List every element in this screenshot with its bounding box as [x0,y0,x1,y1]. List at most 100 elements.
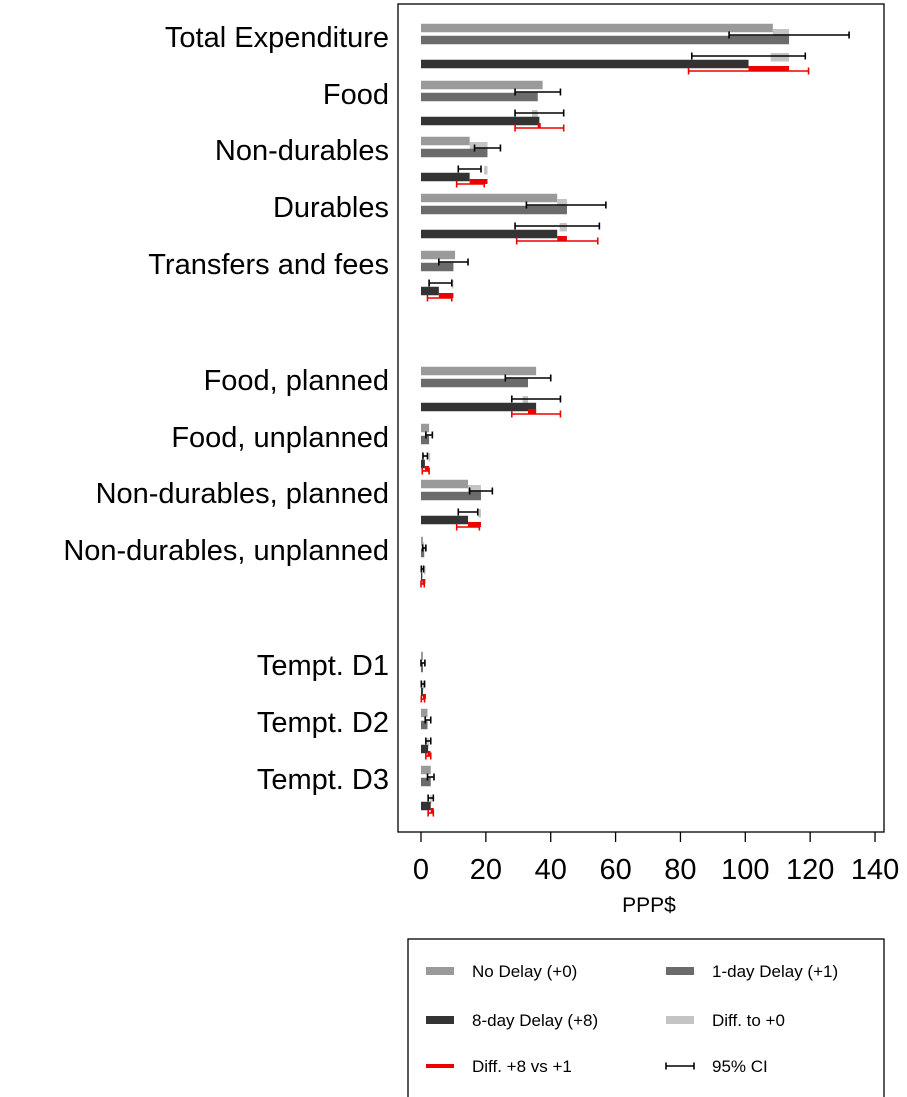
ci-eight-day [514,109,565,117]
bar-no-delay [421,80,543,90]
ci-diff-8-vs-1 [687,67,810,75]
category-label: Tempt. D3 [257,764,389,796]
ci-one-day [728,31,850,39]
bar-eight-day [421,459,425,469]
ci-eight-day [690,52,807,60]
legend-frame [407,938,885,1097]
bar-one-day [421,205,567,215]
x-tick-label: 40 [535,854,567,886]
bar-no-delay [421,765,431,775]
legend-label: Diff. +8 vs +1 [472,1057,572,1076]
x-tick-label: 120 [786,854,834,886]
bar-eight-day [421,172,470,182]
bar-diff-to-0-8day [522,396,529,405]
bar-no-delay [421,536,423,546]
bar-diff-to-0 [468,485,481,494]
x-axis-title: PPP$ [622,894,676,917]
ci-diff-8-vs-1 [420,695,426,703]
ci-diff-8-vs-1 [455,180,486,188]
ci-one-day [473,144,502,152]
legend-swatch [666,967,694,975]
x-tick-label: 100 [721,854,769,886]
ci-eight-day [457,508,479,516]
bar-one-day [421,435,430,445]
ci-one-day [514,88,562,96]
bar-diff-to-0 [557,199,567,208]
legend-item: Diff. +8 vs +1 [426,1057,572,1076]
bar-diff-to-0-8day [559,223,567,232]
ci-eight-day [514,222,601,230]
bar-eight-day [421,687,423,697]
ci-eight-day [511,395,562,403]
ci-one-day [420,659,426,667]
ci-one-day [421,544,427,552]
category-label: Tempt. D2 [257,707,389,739]
ci-eight-day [427,794,435,802]
legend-swatch [666,1016,694,1024]
plot-frame [397,3,885,833]
ci-diff-8-vs-1 [420,580,426,588]
bar-diff-8-vs-1 [557,236,567,241]
bar-eight-day [421,59,749,69]
category-label: Total Expenditure [165,22,389,54]
bar-no-delay [421,366,537,376]
legend-item: 1-day Delay (+1) [666,962,838,981]
bar-eight-day [421,229,558,239]
bar-diff-to-0-8day [770,53,790,62]
x-tick-label: 20 [470,854,502,886]
bar-eight-day [421,116,540,126]
bar-diff-to-0-8day [424,566,426,575]
bar-one-day [421,548,425,558]
ci-one-day [425,431,434,439]
ci-eight-day [457,165,482,173]
bar-eight-day [421,515,469,525]
ci-one-day [504,374,552,382]
bar-one-day [421,777,431,787]
ci-diff-8-vs-1 [425,752,432,760]
legend-label: 8-day Delay (+8) [472,1011,598,1030]
bar-no-delay [421,479,469,489]
x-axis: 0 20 40 60 80 100 120 140 [413,832,899,886]
bar-one-day [421,378,529,388]
bar-diff-to-0-8day [484,166,488,175]
ci-eight-day [420,680,426,688]
bar-one-day [421,148,488,158]
ci-diff-8-vs-1 [421,467,430,475]
bar-eight-day [421,801,431,811]
ci-eight-day [420,565,425,573]
legend-label: Diff. to +0 [712,1011,785,1030]
bar-diff-to-0-8day [531,110,538,119]
legend-item: 95% CI [665,1057,768,1076]
category-label: Food [323,79,389,111]
legend-swatch [426,967,454,975]
bar-eight-day [421,402,537,412]
legend-label: 95% CI [712,1057,768,1076]
bar-no-delay [421,193,558,203]
bar-eight-day [421,744,429,754]
ci-one-day [424,716,432,724]
legend-label: No Delay (+0) [472,962,577,981]
bar-diff-8-vs-1 [528,409,537,414]
bar-diff-to-0-8day [427,738,429,747]
bar-diff-8-vs-1 [537,123,541,128]
bar-diff-to-0-8day [422,681,425,690]
legend: No Delay (+0) 1-day Delay (+1) 8-day Delay… [407,938,885,1097]
ci-one-day [426,773,435,781]
x-tick-label: 60 [599,854,631,886]
x-tick-label: 80 [664,854,696,886]
category-label: Food, unplanned [171,422,389,454]
ci-one-day [525,201,607,209]
ci-diff-8-vs-1 [426,294,453,302]
category-label: Durables [273,192,389,224]
category-label: Non-durables, unplanned [63,535,389,567]
bar-one-day [421,663,423,673]
ci-diff-8-vs-1 [427,809,435,817]
bar-one-day [421,720,428,730]
bar-diff-8-vs-1 [748,66,790,71]
ci-diff-8-vs-1 [511,410,562,418]
bar-diff-to-0 [469,142,488,151]
bar-no-delay [421,651,423,661]
bar-diff-to-0 [772,29,790,38]
legend-swatch [426,1016,454,1024]
